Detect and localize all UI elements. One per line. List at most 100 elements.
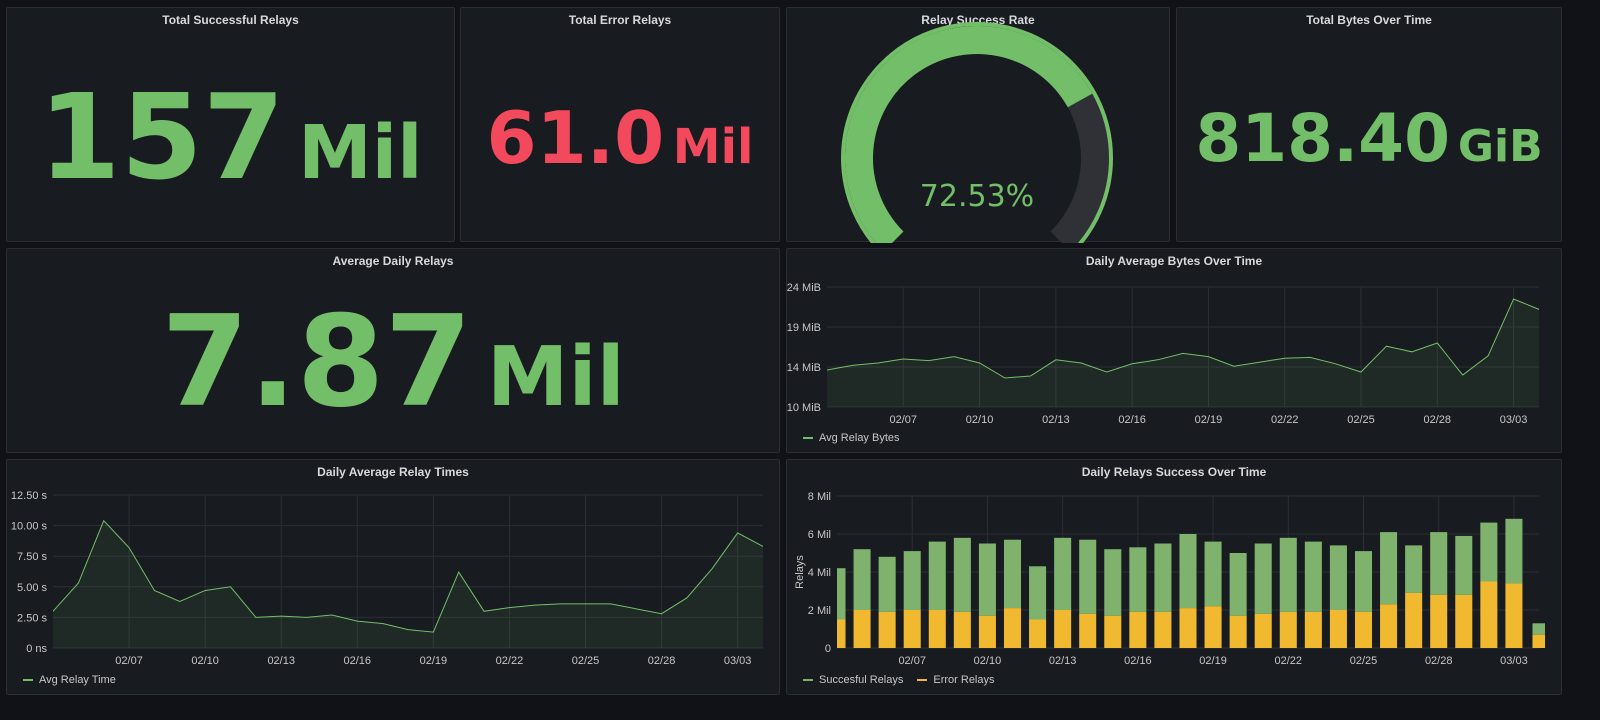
panel-title[interactable]: Total Error Relays [568,13,672,27]
x-tick-label: 02/07 [115,655,143,667]
x-tick-label: 02/25 [1347,414,1375,426]
data-point [635,608,637,610]
chart-bytes[interactable]: 10 MiB 14 MiB 19 MiB 24 MiB 02/07 02/10 02/13 0… [787,271,1563,451]
data-point [762,545,764,547]
legend-swatch [917,679,928,681]
data-point [851,364,853,366]
y-tick-label: 12.50 s [11,490,48,502]
data-point [77,582,79,584]
y-tick-label: 5.00 s [17,582,47,594]
legend-item[interactable]: Avg Relay Time [23,674,116,686]
x-tick-label: 02/13 [1049,655,1077,667]
bar-error [878,611,896,648]
data-point [534,604,536,606]
panel-daily-average-relay-times[interactable]: Daily Average Relay Times 0 ns 2.50 s 5.00… [6,459,780,695]
bar-successful [1279,537,1297,612]
legend-label: Avg Relay Bytes [819,432,900,444]
panel-daily-relays-success[interactable]: Daily Relays Success Over Time 0 2 Mil 4 M… [786,459,1562,695]
y-tick-label: 6 Mil [808,529,831,541]
data-point [1131,363,1133,365]
chart-relays[interactable]: 0 2 Mil 4 Mil 6 Mil 8 Mil 02/07 02/10 02/13 02/1… [787,482,1563,692]
panel-daily-average-bytes[interactable]: Daily Average Bytes Over Time 10 MiB 14 M… [786,248,1562,453]
gauge-threshold-ring [841,22,1113,243]
bar-successful [1480,522,1498,582]
stat-unit: Mil [672,119,754,175]
bar-successful [903,551,921,610]
chart-times[interactable]: 0 ns 2.50 s 5.00 s 7.50 s 10.00 s 12.50 s 02/0… [7,482,781,692]
legend-item[interactable]: Succesful Relays [803,674,903,686]
legend-item[interactable]: Error Relays [917,674,995,686]
y-tick-label: 7.50 s [17,551,47,563]
data-point [204,589,206,591]
panel-title[interactable]: Total Bytes Over Time [1306,13,1432,27]
panel-title[interactable]: Daily Relays Success Over Time [1081,465,1267,479]
data-point [1004,377,1006,379]
x-tick-label: 02/22 [1275,655,1303,667]
x-tick-label: 02/19 [1199,655,1227,667]
y-axis-label: Relays [794,555,806,589]
x-tick-label: 02/07 [890,414,918,426]
bar-error [1405,592,1423,648]
panel-title[interactable]: Daily Average Relay Times [317,465,469,479]
x-tick-label: 02/10 [191,655,219,667]
x-tick-label: 02/13 [1042,414,1070,426]
panel-relay-success-rate[interactable]: Relay Success Rate 72.53% 0 100 [786,7,1170,243]
data-point [331,614,333,616]
bar-error [1532,634,1545,648]
bar-successful [878,556,896,612]
bar-successful [1354,551,1373,612]
y-tick-label: 10.00 s [11,521,48,533]
bar-error [837,619,846,648]
panel-total-error-relays[interactable]: Total Error Relays 61.0 Mil [460,7,780,242]
bar-error [853,610,871,648]
bar-error [1304,611,1322,648]
y-tick-label: 14 MiB [787,362,821,374]
bar-error [1455,594,1473,648]
legend-swatch [23,679,33,681]
bar-successful [1304,541,1322,612]
legend: Avg Relay Bytes [803,432,900,444]
bar-error [1430,594,1448,648]
series-line [826,298,1540,379]
panel-title[interactable]: Total Successful Relays [162,13,299,27]
panel-title[interactable]: Average Daily Relays [332,254,454,268]
data-point [1182,352,1184,354]
data-point [1233,365,1235,367]
bar-successful [1455,535,1473,595]
bar-successful [1054,537,1072,610]
data-point [584,603,586,605]
data-point [407,628,409,630]
bar-successful [837,568,846,620]
gauge: 72.53% 0 100 [841,22,1113,243]
panel-title[interactable]: Relay Success Rate [921,13,1035,27]
bar-error [953,611,971,648]
legend-item[interactable]: Avg Relay Bytes [803,432,900,444]
x-tick-label: 02/25 [572,655,600,667]
bar-error [928,610,946,648]
bar-error [1204,606,1222,648]
data-point [483,610,485,612]
x-tick-label: 02/19 [1195,414,1223,426]
bar-error [1029,619,1047,648]
bar-successful [853,549,871,610]
data-point [1538,308,1540,310]
data-point [508,606,510,608]
x-tick-label: 02/16 [1124,655,1152,667]
x-tick-label: 02/16 [344,655,372,667]
bar-successful [1129,547,1147,612]
bar-error [1254,613,1272,648]
x-tick-label: 02/13 [267,655,295,667]
data-point [1284,357,1286,359]
bar-error [1179,608,1197,648]
data-point [1436,342,1438,344]
bar-successful [1079,539,1097,614]
panel-total-successful-relays[interactable]: Total Successful Relays 157 Mil [6,7,455,242]
panel-total-bytes[interactable]: Total Bytes Over Time 818.40 GiB [1176,7,1562,242]
y-tick-label: 10 MiB [787,402,821,414]
data-point [1385,345,1387,347]
bar-successful [1329,545,1347,610]
panel-title[interactable]: Daily Average Bytes Over Time [1085,254,1263,268]
data-point [1055,359,1057,361]
legend: Avg Relay Time [23,674,116,686]
panel-average-daily-relays[interactable]: Average Daily Relays 7.87 Mil [6,248,780,453]
